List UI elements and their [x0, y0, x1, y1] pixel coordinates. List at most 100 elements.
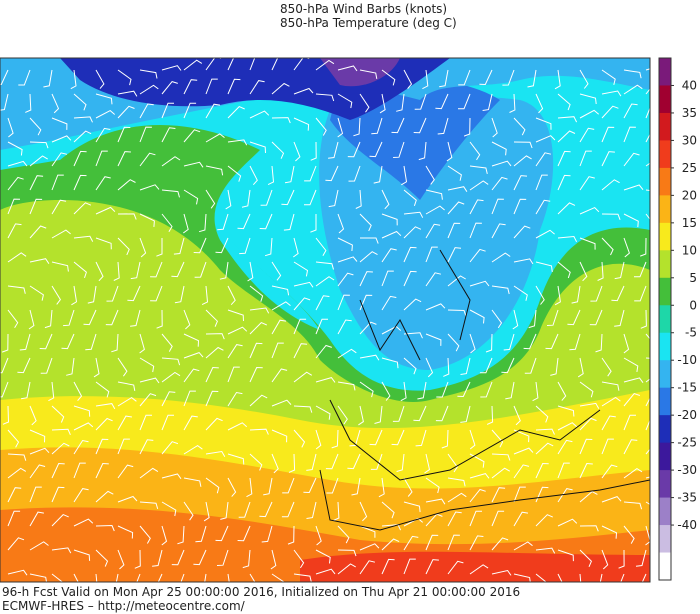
wind-barb [249, 58, 256, 71]
wind-barb [156, 238, 163, 257]
colorbar-band [659, 415, 671, 444]
wind-barb [40, 357, 53, 374]
wind-barb [139, 393, 157, 407]
colorbar-band [659, 85, 671, 114]
wind-barb [403, 270, 417, 287]
wind-barb [271, 342, 284, 359]
wind-barb [95, 549, 109, 567]
wind-barb [535, 486, 549, 503]
wind-barb [491, 252, 511, 263]
wind-barb [378, 477, 385, 498]
map [0, 58, 650, 582]
wind-barb [601, 126, 615, 143]
wind-barb [87, 285, 97, 304]
wind-barb [403, 226, 422, 239]
wind-barb [469, 222, 482, 239]
wind-barb [460, 405, 471, 423]
wind-barb [503, 333, 515, 351]
wind-barb [469, 453, 485, 468]
wind-barb [623, 103, 638, 119]
wind-barb [61, 333, 75, 350]
wind-barb [523, 333, 537, 350]
colorbar-label: -10 [677, 353, 697, 367]
colorbar-band [659, 470, 671, 499]
wind-barb [117, 464, 134, 479]
wind-barb [215, 237, 229, 254]
wind-barb [557, 381, 567, 401]
wind-barb [249, 394, 268, 407]
wind-barb [215, 525, 229, 542]
wind-barb [227, 573, 230, 582]
wind-barb [161, 525, 168, 546]
wind-barb [618, 549, 625, 569]
wind-barb [579, 490, 598, 503]
wind-barb [579, 207, 600, 215]
wind-barb [611, 285, 625, 302]
wind-barb [635, 549, 647, 567]
wind-barb [95, 573, 98, 582]
wind-barb [535, 135, 556, 143]
wind-barb [217, 213, 229, 231]
wind-barb [271, 368, 288, 383]
wind-barb [249, 110, 270, 119]
wind-barb [95, 109, 116, 119]
wind-barb [161, 473, 182, 480]
colorbar-frame [658, 57, 672, 581]
wind-barb [117, 126, 131, 143]
colorbar-band [659, 222, 671, 251]
colorbar-label: 35 [682, 106, 697, 120]
wind-barb [306, 453, 317, 471]
wind-barb [535, 174, 548, 191]
wind-barb [403, 357, 417, 375]
wind-barb [183, 213, 189, 234]
wind-barb [171, 549, 185, 566]
wind-barb [601, 69, 616, 86]
wind-barb [458, 69, 471, 86]
wind-barb [348, 165, 361, 182]
wind-barb [381, 295, 397, 311]
wind-barb [623, 501, 643, 510]
wind-barb [491, 160, 512, 167]
wind-barb [117, 69, 132, 86]
wind-barb [161, 156, 181, 167]
wind-barb [393, 141, 405, 158]
wind-barb [579, 69, 589, 89]
wind-barb [491, 537, 509, 551]
wind-barb [557, 518, 578, 527]
wind-barb [577, 357, 584, 378]
wind-barb [247, 261, 254, 282]
wind-barb [73, 518, 94, 527]
wind-barb [51, 117, 68, 130]
wind-barb [645, 448, 650, 455]
colorbar-label: 5 [689, 271, 697, 285]
wind-barb [284, 165, 295, 184]
wind-barb [337, 213, 345, 234]
wind-barb [139, 333, 145, 354]
wind-barb [161, 357, 181, 366]
wind-barb [392, 405, 405, 422]
wind-barb [73, 116, 93, 123]
wind-barb [95, 524, 115, 532]
wind-barb [447, 309, 467, 317]
wind-barb [535, 285, 545, 305]
wind-barb [469, 535, 484, 551]
wind-barb [443, 357, 450, 377]
wind-barb [139, 184, 160, 191]
wind-barb [524, 357, 537, 374]
wind-barb [216, 549, 229, 566]
wind-barb [249, 342, 263, 359]
wind-barb [436, 381, 449, 398]
wind-barb [293, 87, 314, 95]
wind-barb [623, 414, 637, 431]
wind-barb [7, 429, 20, 448]
wind-barb [513, 285, 528, 301]
wind-barb [532, 381, 539, 402]
wind-barb [270, 549, 277, 570]
wind-barb [183, 129, 201, 143]
colorbar-label: -30 [677, 463, 697, 477]
wind-barb [535, 573, 547, 582]
colorbar-band [659, 387, 671, 416]
wind-barb [29, 258, 50, 264]
wind-barb [645, 133, 650, 143]
wind-barb [29, 285, 44, 301]
